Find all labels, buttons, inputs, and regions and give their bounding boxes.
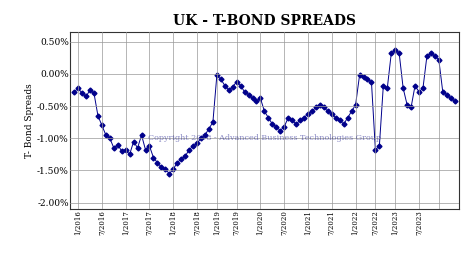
Title: UK - T-BOND SPREADS: UK - T-BOND SPREADS [173, 14, 356, 28]
Text: Copyright 2018 - Advanced Business Technologies Group: Copyright 2018 - Advanced Business Techn… [148, 134, 381, 142]
Y-axis label: T- Bond Spreads: T- Bond Spreads [25, 83, 34, 158]
